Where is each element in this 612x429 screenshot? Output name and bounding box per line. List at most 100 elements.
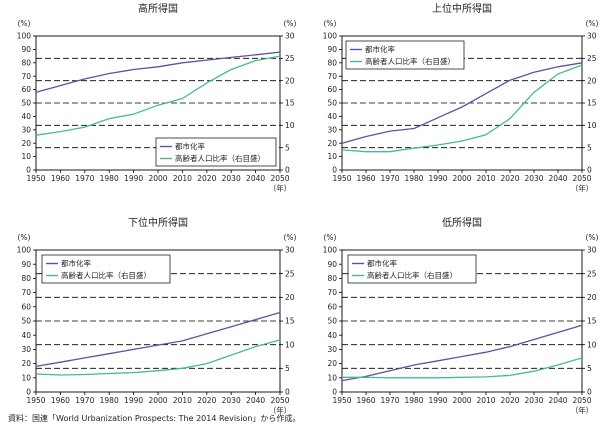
legend-box	[41, 254, 171, 284]
legend-box	[155, 137, 277, 167]
legend-label: 都市化率	[367, 258, 397, 268]
right-tick-label: 20	[285, 293, 295, 302]
x-tick-label: 2040	[548, 396, 567, 405]
right-axis-unit: (%)	[284, 19, 297, 28]
left-tick-label: 0	[332, 166, 337, 175]
right-tick-label: 30	[587, 32, 597, 41]
left-axis-unit: (%)	[324, 233, 337, 242]
right-tick-label: 5	[285, 364, 290, 373]
right-tick-label: 30	[285, 246, 295, 255]
x-tick-label: 2030	[524, 174, 543, 183]
left-tick-label: 100	[323, 32, 338, 41]
left-tick-label: 30	[327, 345, 337, 354]
left-tick-label: 20	[21, 359, 31, 368]
x-tick-label: 1970	[75, 396, 94, 405]
legend-label: 都市化率	[61, 258, 91, 268]
x-tick-label: 1950	[332, 396, 351, 405]
x-tick-label: 2040	[246, 396, 265, 405]
right-tick-label: 0	[587, 388, 592, 397]
x-tick-label: 1980	[100, 396, 119, 405]
right-tick-label: 5	[587, 364, 592, 373]
right-tick-label: 15	[587, 317, 597, 326]
left-tick-label: 20	[21, 139, 31, 148]
left-axis-unit: (%)	[18, 19, 31, 28]
left-tick-label: 30	[327, 125, 337, 134]
left-tick-label: 90	[327, 260, 337, 269]
series-line-aged-ratio	[341, 64, 583, 153]
right-tick-label: 20	[587, 76, 597, 85]
left-tick-label: 40	[21, 112, 31, 121]
x-tick-label: 2030	[524, 396, 543, 405]
right-tick-label: 25	[587, 54, 597, 63]
left-tick-label: 60	[327, 85, 337, 94]
left-tick-label: 10	[327, 373, 337, 382]
left-tick-label: 10	[327, 152, 337, 161]
right-tick-label: 30	[285, 32, 295, 41]
x-tick-label: 2000	[452, 396, 471, 405]
right-tick-label: 10	[587, 121, 597, 130]
right-tick-label: 0	[285, 166, 290, 175]
left-tick-label: 70	[327, 72, 337, 81]
x-tick-label: 1980	[100, 174, 119, 183]
right-tick-label: 25	[285, 54, 295, 63]
legend-label: 高齢者人口比率（右目盛）	[175, 153, 265, 163]
left-tick-label: 80	[327, 58, 337, 67]
legend-label: 高齢者人口比率（右目盛）	[365, 56, 455, 66]
x-tick-label: 2050	[572, 174, 591, 183]
x-tick-label: 2030	[222, 174, 241, 183]
left-tick-label: 20	[327, 359, 337, 368]
x-tick-label: 2000	[148, 396, 167, 405]
x-tick-label: 1980	[404, 396, 423, 405]
left-tick-label: 30	[21, 125, 31, 134]
left-tick-label: 40	[327, 331, 337, 340]
x-tick-label: 2010	[173, 396, 192, 405]
left-tick-label: 30	[21, 345, 31, 354]
right-tick-label: 10	[285, 340, 295, 349]
series-line-urbanization	[341, 324, 583, 382]
chart-panel-1: 高所得国010203040506070809010005101520253019…	[17, 2, 297, 193]
legend-label: 高齢者人口比率（右目盛）	[367, 270, 457, 280]
left-tick-label: 70	[327, 288, 337, 297]
x-tick-label: 2010	[476, 396, 495, 405]
left-tick-label: 0	[26, 166, 31, 175]
x-axis-unit: （年）	[269, 183, 292, 193]
chart-panel-3: 下位中所得国0102030405060708090100051015202530…	[17, 216, 297, 415]
chart-title: 上位中所得国	[432, 2, 492, 15]
x-tick-label: 1960	[356, 396, 375, 405]
left-tick-label: 80	[21, 274, 31, 283]
left-tick-label: 50	[21, 99, 31, 108]
x-tick-label: 2020	[197, 174, 216, 183]
left-axis-unit: (%)	[324, 19, 337, 28]
right-tick-label: 0	[285, 388, 290, 397]
series-line-aged-ratio	[35, 55, 281, 136]
legend-label: 都市化率	[365, 44, 395, 54]
left-tick-label: 100	[323, 246, 338, 255]
left-tick-label: 80	[327, 274, 337, 283]
series-line-aged-ratio	[35, 339, 281, 376]
x-tick-label: 1980	[404, 174, 423, 183]
x-tick-label: 1970	[380, 396, 399, 405]
series-line-urbanization	[35, 51, 281, 93]
left-tick-label: 80	[21, 58, 31, 67]
right-tick-label: 25	[285, 269, 295, 278]
x-tick-label: 2040	[548, 174, 567, 183]
x-tick-label: 2040	[246, 174, 265, 183]
series-line-urbanization	[341, 62, 583, 144]
left-tick-label: 10	[21, 373, 31, 382]
left-axis-unit: (%)	[18, 233, 31, 242]
right-tick-label: 15	[587, 99, 597, 108]
left-tick-label: 10	[21, 152, 31, 161]
legend-box	[345, 40, 465, 70]
left-tick-label: 90	[21, 45, 31, 54]
x-axis-unit: （年）	[269, 405, 292, 415]
legend-label: 都市化率	[175, 141, 205, 151]
right-tick-label: 20	[587, 293, 597, 302]
right-tick-label: 30	[587, 246, 597, 255]
x-tick-label: 1990	[428, 174, 447, 183]
left-tick-label: 40	[327, 112, 337, 121]
legend-label: 高齢者人口比率（右目盛）	[61, 270, 151, 280]
x-tick-label: 2000	[148, 174, 167, 183]
left-tick-label: 100	[17, 246, 32, 255]
right-tick-label: 15	[285, 317, 295, 326]
